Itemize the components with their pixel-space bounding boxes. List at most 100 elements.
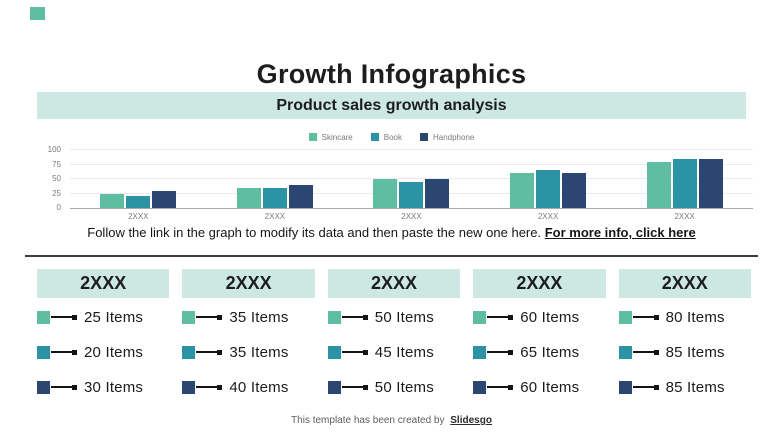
bar-handphone-group-5 [698, 158, 723, 208]
item-label: 80 Items [665, 308, 725, 326]
connector-line [51, 351, 72, 353]
legend-swatch-icon [308, 133, 317, 141]
list-item: 60 Items [473, 309, 605, 326]
sales-bar-chart: Skincare Book Handphone 0 25 50 75 100 2XXX 2XX… [30, 131, 753, 221]
corner-accent-square [30, 7, 45, 20]
list-item: 85 Items [618, 378, 751, 396]
legend-label: Skincare [321, 132, 353, 142]
y-tick-label: 50 [52, 174, 61, 183]
connector-dot [653, 384, 659, 390]
year-header: 2XXX [618, 269, 751, 298]
year-column-1: 2XXX 25 Items 20 Items 30 Items [37, 269, 170, 396]
bar-book-group-5 [672, 158, 697, 208]
item-color-square [327, 380, 341, 394]
year-header: 2XXX [473, 269, 606, 298]
connector-line [632, 351, 654, 353]
connector-line [487, 386, 509, 388]
connector-line [196, 316, 218, 318]
plot-area: 2XXX 2XXX 2XXX 2XXX 2XXX [70, 149, 753, 221]
item-color-square [37, 345, 50, 359]
list-item: 80 Items [618, 308, 751, 326]
item-label: 50 Items [374, 378, 434, 396]
item-label: 40 Items [229, 378, 289, 396]
connector-line [341, 316, 363, 318]
chart-area: 0 25 50 75 100 2XXX 2XXX 2XXX 2XXX 2XXX [30, 146, 753, 221]
connector-line [51, 316, 72, 318]
connector-line [487, 351, 509, 353]
connector-line [341, 351, 363, 353]
connector-line [632, 316, 654, 318]
item-color-square [473, 310, 487, 324]
bar-book-group-4 [536, 170, 561, 208]
connector-line [632, 386, 654, 388]
slidesgo-link[interactable]: Slidesgo [450, 415, 492, 426]
bar-book-group-1 [126, 196, 151, 208]
footer-text: This template has been created by [291, 415, 445, 426]
gridline [70, 178, 753, 179]
connector-dot [217, 384, 223, 390]
x-tick-label: 2XXX [128, 212, 149, 221]
bar-group-3: 2XXX [343, 150, 480, 221]
gridline [70, 163, 753, 165]
connector-dot [217, 349, 223, 355]
bar-group-2: 2XXX [207, 150, 344, 221]
x-tick-label: 2XXX [264, 212, 286, 221]
connector-dot [362, 384, 368, 390]
bar-group-4: 2XXX [480, 150, 617, 221]
connector-dot [362, 314, 368, 320]
list-item: 85 Items [618, 344, 751, 361]
gridline [70, 149, 753, 150]
item-label: 25 Items [84, 308, 144, 326]
item-color-square [327, 345, 341, 359]
connector-dot [653, 349, 659, 355]
slide-footer: This template has been created by Slides… [0, 415, 783, 426]
list-item: 45 Items [327, 343, 460, 361]
bar-skincare-group-5 [646, 161, 671, 208]
connector-line [196, 351, 218, 353]
legend-swatch-icon [370, 133, 379, 141]
item-color-square [182, 380, 196, 394]
legend-label: Book [383, 132, 402, 142]
year-header: 2XXX [182, 269, 315, 298]
item-label: 45 Items [374, 343, 434, 361]
legend-label: Handphone [432, 132, 475, 142]
connector-dot [508, 384, 514, 390]
list-item: 35 Items [182, 343, 314, 361]
connector-dot [72, 314, 77, 320]
bar-groups: 2XXX 2XXX 2XXX 2XXX 2XXX [70, 150, 753, 221]
year-column-5: 2XXX 80 Items 85 Items 85 Items [618, 269, 751, 396]
item-label: 35 Items [229, 343, 289, 361]
bar-skincare-group-3 [373, 179, 398, 208]
item-label: 50 Items [374, 308, 434, 326]
item-label: 85 Items [665, 378, 725, 396]
item-color-square [37, 310, 50, 324]
bar-handphone-group-1 [152, 190, 177, 208]
item-label: 65 Items [520, 343, 580, 361]
item-label: 35 Items [229, 308, 289, 326]
connector-dot [508, 314, 514, 320]
year-header: 2XXX [327, 269, 461, 298]
y-tick-label: 100 [47, 145, 61, 154]
list-item: 25 Items [37, 308, 169, 326]
y-axis: 0 25 50 75 100 [30, 146, 70, 212]
bar-group-1: 2XXX [70, 150, 207, 221]
legend-swatch-icon [419, 133, 428, 141]
horizontal-divider [25, 255, 758, 257]
y-tick-label: 75 [52, 159, 61, 169]
bar-book-group-2 [262, 187, 287, 208]
list-item: 50 Items [327, 378, 460, 396]
list-item: 40 Items [182, 378, 314, 396]
item-color-square [618, 310, 632, 324]
chart-note: Follow the link in the graph to modify i… [0, 225, 783, 240]
bar-handphone-group-2 [288, 184, 313, 208]
year-column-3: 2XXX 50 Items 45 Items 50 Items [327, 269, 461, 396]
connector-dot [653, 314, 659, 320]
chart-note-text: Follow the link in the graph to modify i… [87, 225, 545, 240]
connector-line [196, 386, 218, 388]
more-info-link[interactable]: For more info, click here [544, 225, 696, 240]
legend-item-handphone: Handphone [419, 132, 475, 142]
x-tick-label: 2XXX [537, 212, 559, 221]
year-column-2: 2XXX 35 Items 35 Items 40 Items [182, 269, 315, 396]
y-tick-label: 0 [56, 203, 61, 212]
